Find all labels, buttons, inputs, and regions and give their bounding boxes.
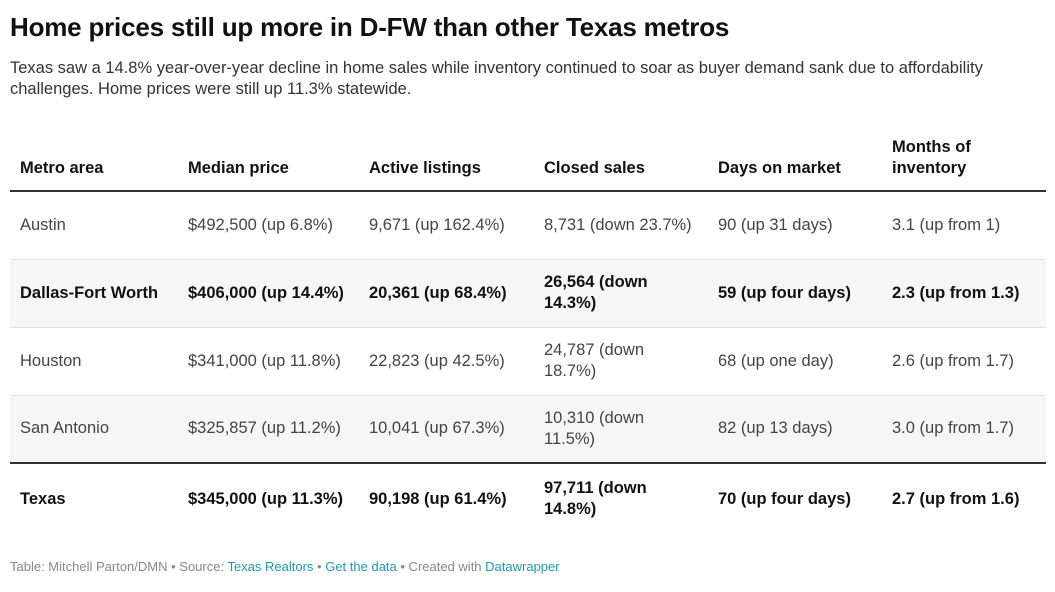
column-header-closed-sales[interactable]: Closed sales [534, 124, 708, 192]
table-header-row: Metro area Median price Active listings … [10, 124, 1046, 192]
column-header-median-price[interactable]: Median price [178, 124, 359, 192]
cell-active-listings: 9,671 (up 162.4%) [359, 191, 534, 260]
cell-closed-sales: 26,564 (down 14.3%) [534, 259, 708, 328]
datawrapper-link[interactable]: Datawrapper [485, 559, 560, 574]
chart-subtitle: Texas saw a 14.8% year-over-year decline… [10, 59, 983, 98]
cell-metro: Dallas-Fort Worth [10, 259, 178, 328]
footer-created-with: • Created with [396, 559, 486, 574]
cell-active-listings: 22,823 (up 42.5%) [359, 327, 534, 396]
footer-separator: • [313, 559, 326, 574]
cell-days-on-market: 59 (up four days) [708, 259, 882, 328]
cell-months-of-inventory: 2.6 (up from 1.7) [882, 327, 1046, 396]
cell-active-listings: 20,361 (up 68.4%) [359, 259, 534, 328]
source-link[interactable]: Texas Realtors [227, 559, 314, 574]
cell-closed-sales: 8,731 (down 23.7%) [534, 191, 708, 260]
cell-metro: Austin [10, 191, 178, 260]
column-header-days-on-market[interactable]: Days on market [708, 124, 882, 192]
cell-days-on-market: 70 (up four days) [718, 489, 851, 508]
footer-credit: Table: Mitchell Parton/DMN • Source: [10, 559, 228, 574]
cell-months-of-inventory: 3.0 (up from 1.7) [882, 395, 1046, 464]
chart-footer: Table: Mitchell Parton/DMN • Source: Tex… [10, 559, 560, 574]
cell-months-of-inventory: 2.7 (up from 1.6) [892, 489, 1020, 508]
cell-days-on-market: 68 (up one day) [708, 327, 882, 396]
column-header-active-listings[interactable]: Active listings [359, 124, 534, 192]
table-row-total: Texas $345,000 (up 11.3%) 90,198 (up 61.… [10, 463, 1046, 534]
table-row: Dallas-Fort Worth $406,000 (up 14.4%) 20… [10, 259, 1046, 328]
cell-median-price: $406,000 (up 14.4%) [178, 259, 359, 328]
cell-closed-sales: 10,310 (down 11.5%) [534, 395, 708, 464]
cell-metro: San Antonio [10, 395, 178, 464]
cell-median-price: $325,857 (up 11.2%) [178, 395, 359, 464]
cell-metro: Houston [10, 327, 178, 396]
cell-active-listings: 90,198 (up 61.4%) [369, 489, 507, 508]
table-row: San Antonio $325,857 (up 11.2%) 10,041 (… [10, 395, 1046, 464]
cell-closed-sales: 97,711 (down 14.8%) [544, 479, 647, 518]
cell-median-price: $492,500 (up 6.8%) [178, 191, 359, 260]
cell-days-on-market: 82 (up 13 days) [708, 395, 882, 464]
cell-metro: Texas [20, 489, 66, 508]
get-data-link[interactable]: Get the data [325, 559, 397, 574]
cell-months-of-inventory: 3.1 (up from 1) [882, 191, 1046, 260]
table-row: Houston $341,000 (up 11.8%) 22,823 (up 4… [10, 327, 1046, 396]
column-header-months-of-inventory[interactable]: Months of inventory [882, 124, 1046, 192]
cell-closed-sales: 24,787 (down 18.7%) [534, 327, 708, 396]
table-row: Austin $492,500 (up 6.8%) 9,671 (up 162.… [10, 191, 1046, 260]
chart-title: Home prices still up more in D-FW than o… [10, 12, 730, 42]
data-table: Metro area Median price Active listings … [10, 124, 1046, 534]
cell-active-listings: 10,041 (up 67.3%) [359, 395, 534, 464]
cell-median-price: $341,000 (up 11.8%) [178, 327, 359, 396]
cell-days-on-market: 90 (up 31 days) [708, 191, 882, 260]
column-header-metro-area[interactable]: Metro area [10, 124, 178, 192]
cell-median-price: $345,000 (up 11.3%) [188, 489, 344, 508]
cell-months-of-inventory: 2.3 (up from 1.3) [882, 259, 1046, 328]
